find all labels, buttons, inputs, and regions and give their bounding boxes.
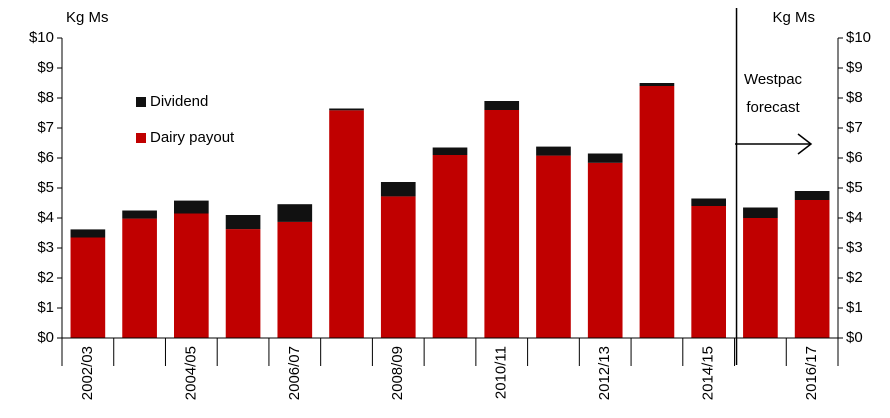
- bar-segment: [794, 200, 830, 338]
- bar-segment: [225, 229, 261, 338]
- annotation: Westpac: [744, 71, 803, 88]
- bar-segment: [536, 146, 571, 156]
- y-tick-label: $1: [37, 299, 54, 316]
- y2-tick-label: $10: [846, 29, 871, 46]
- y2-tick-label: $0: [846, 329, 863, 346]
- x-tick-label: 2014/15: [700, 346, 717, 400]
- x-tick-label: 2002/03: [79, 346, 96, 400]
- bar-segment: [743, 218, 778, 338]
- bar-segment: [70, 229, 106, 238]
- arrow-head: [797, 133, 813, 155]
- bar-segment: [122, 210, 157, 219]
- legend-swatch: [136, 133, 146, 143]
- bar-segment: [794, 191, 830, 200]
- bar-segment: [174, 200, 209, 214]
- y-axis-label: Kg Ms: [66, 9, 109, 26]
- y2-tick-label: $2: [846, 269, 863, 286]
- bar-segment: [691, 198, 726, 206]
- legend-label: Dairy payout: [150, 129, 235, 146]
- y2-tick-label: $9: [846, 59, 863, 76]
- y-tick-label: $10: [29, 29, 54, 46]
- y2-tick-label: $3: [846, 239, 863, 256]
- bar-segment: [691, 206, 726, 338]
- bar-segment: [380, 182, 416, 197]
- bar-segment: [70, 237, 106, 338]
- y-tick-label: $5: [37, 179, 54, 196]
- y2-tick-label: $1: [846, 299, 863, 316]
- x-tick-label: 2016/17: [803, 346, 820, 400]
- y-tick-label: $9: [37, 59, 54, 76]
- bar-segment: [484, 101, 520, 110]
- y2-tick-label: $5: [846, 179, 863, 196]
- bar-segment: [536, 155, 571, 338]
- x-tick-label: 2010/11: [493, 346, 510, 399]
- y2-tick-label: $4: [846, 209, 863, 226]
- legend-swatch: [136, 97, 146, 107]
- bar-segment: [329, 110, 364, 338]
- y-tick-label: $2: [37, 269, 54, 286]
- y-tick-label: $0: [37, 329, 54, 346]
- bar-segment: [743, 207, 778, 218]
- y-tick-label: $4: [37, 209, 54, 226]
- bar-segment: [432, 147, 468, 155]
- x-tick-label: 2008/09: [389, 346, 406, 400]
- bar-segment: [277, 204, 313, 222]
- y2-axis-label: Kg Ms: [772, 9, 815, 26]
- bar-segment: [587, 162, 623, 338]
- y-tick-label: $6: [37, 149, 54, 166]
- y-tick-label: $3: [37, 239, 54, 256]
- y2-tick-label: $6: [846, 149, 863, 166]
- bar-segment: [174, 213, 209, 338]
- bar-segment: [587, 153, 623, 163]
- bar-segment: [225, 215, 261, 230]
- bar-segment: [484, 110, 520, 338]
- bar-segment: [329, 108, 364, 111]
- y-tick-label: $7: [37, 119, 54, 136]
- bar-segment: [639, 83, 675, 86]
- bar-segment: [432, 155, 468, 338]
- annotation: forecast: [746, 99, 800, 116]
- x-tick-label: 2004/05: [182, 346, 199, 400]
- x-tick-label: 2012/13: [596, 346, 613, 400]
- bar-segment: [277, 221, 313, 338]
- bar-segment: [639, 86, 675, 338]
- bar-segment: [122, 218, 157, 338]
- x-tick-label: 2006/07: [286, 346, 303, 400]
- bar-segment: [380, 196, 416, 338]
- y2-tick-label: $7: [846, 119, 863, 136]
- y-tick-label: $8: [37, 89, 54, 106]
- y2-tick-label: $8: [846, 89, 863, 106]
- legend-label: Dividend: [150, 93, 208, 110]
